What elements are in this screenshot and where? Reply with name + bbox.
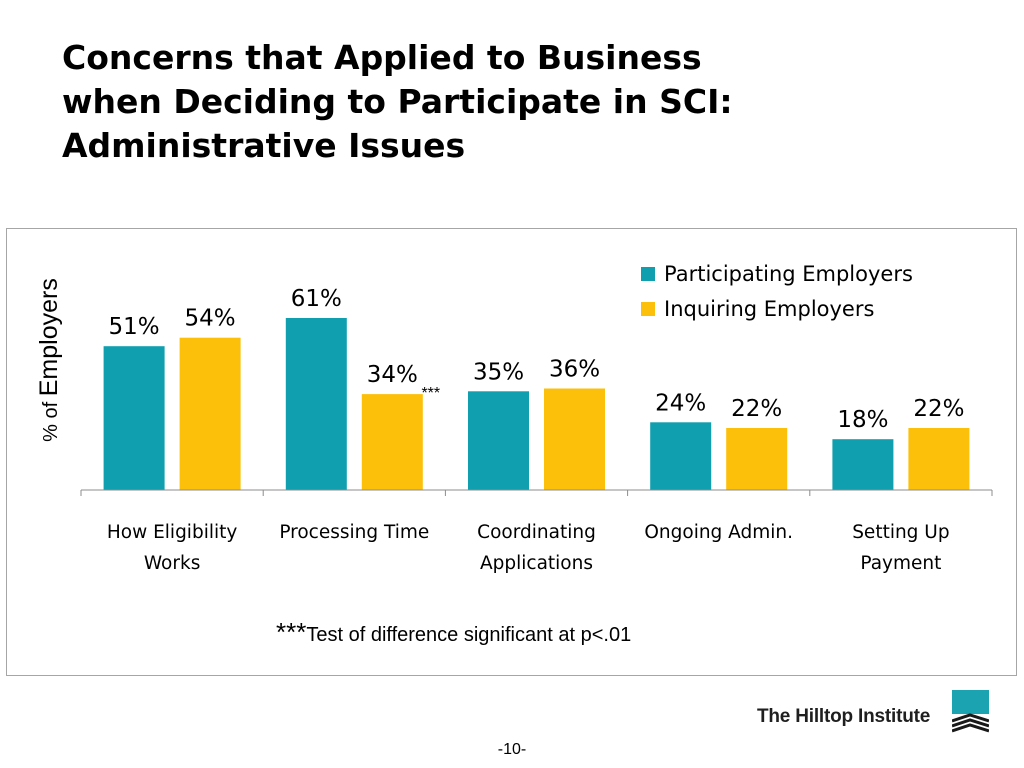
hilltop-logo-icon xyxy=(952,690,989,734)
significance-marker: *** xyxy=(421,385,440,402)
bar-inquiring-3 xyxy=(726,428,788,490)
category-label-1: Processing Time xyxy=(279,522,429,543)
bar-inquiring-4 xyxy=(908,428,970,490)
value-label-inquiring-0: 54% xyxy=(185,306,236,332)
bar-participating-0 xyxy=(103,346,165,490)
category-label-0-line0: How Eligibility xyxy=(107,522,238,543)
value-label-inquiring-2: 36% xyxy=(549,357,600,383)
category-label-2-line1: Applications xyxy=(480,553,593,574)
y-axis-label: % of Employers xyxy=(35,278,63,442)
logo-text: The Hilltop Institute xyxy=(757,706,931,727)
footnote-stars: *** xyxy=(276,617,307,647)
value-label-inquiring-4: 22% xyxy=(913,396,964,422)
value-label-participating-4: 18% xyxy=(837,407,888,433)
hilltop-logo: The Hilltop Institute xyxy=(757,690,993,734)
legend-swatch-participating xyxy=(641,267,655,281)
chart-area: % of Employers 51% 54% 61% 34% *** 35% 36% 24% 2… xyxy=(6,228,1017,676)
bar-participating-1 xyxy=(285,318,347,490)
slide-title: Concerns that Applied to Business when D… xyxy=(62,38,733,165)
bar-inquiring-1 xyxy=(361,394,423,490)
category-label-4-line1: Payment xyxy=(860,553,941,574)
value-label-participating-3: 24% xyxy=(655,390,706,416)
footnote: ***Test of difference significant at p<.… xyxy=(276,617,631,648)
value-label-inquiring-1: 34% xyxy=(367,362,418,388)
bar-participating-4 xyxy=(832,439,894,490)
legend-label-participating: Participating Employers xyxy=(664,262,913,286)
value-label-participating-0: 51% xyxy=(109,314,160,340)
page-number: -10- xyxy=(497,741,527,758)
value-label-inquiring-3: 22% xyxy=(731,396,782,422)
value-label-participating-2: 35% xyxy=(473,359,524,385)
category-label-2-line0: Coordinating xyxy=(477,522,596,543)
category-label-4-line0: Setting Up xyxy=(852,522,949,543)
bar-participating-3 xyxy=(650,422,712,490)
bar-inquiring-0 xyxy=(179,337,241,490)
legend-swatch-inquiring xyxy=(641,302,655,316)
legend: Participating Employers Inquiring Employe… xyxy=(641,262,913,321)
footnote-text: Test of difference significant at p<.01 xyxy=(306,624,632,646)
bar-inquiring-2 xyxy=(544,388,605,490)
bar-participating-2 xyxy=(468,391,529,490)
value-label-participating-1: 61% xyxy=(291,286,342,312)
bar-chart: % of Employers 51% 54% 61% 34%*** 35% 36% 24% 2… xyxy=(35,262,993,574)
y-axis-title: % of Employers xyxy=(35,278,63,442)
category-label-0-line1: Works xyxy=(144,553,201,574)
category-label-3: Ongoing Admin. xyxy=(644,522,793,543)
legend-label-inquiring: Inquiring Employers xyxy=(664,297,874,321)
